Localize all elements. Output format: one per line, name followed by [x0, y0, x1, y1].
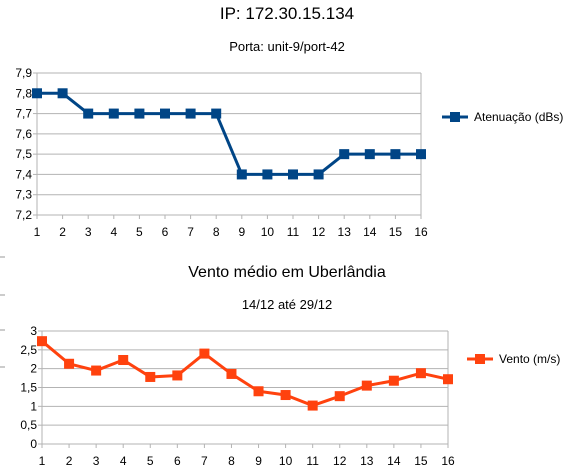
chart2-point — [307, 400, 318, 411]
chart1-legend-marker — [450, 112, 460, 122]
chart2-legend-marker — [475, 354, 485, 364]
chart2-subtitle: 14/12 até 29/12 — [242, 297, 332, 312]
chart1-xtick-label: 3 — [85, 225, 92, 239]
chart1-point — [108, 108, 119, 119]
chart2-point — [415, 368, 426, 379]
chart2-ytick-label: 2,5 — [20, 343, 37, 357]
chart1-ytick-label: 7,6 — [15, 127, 32, 141]
chart2-point — [388, 375, 399, 386]
chart1-series-line — [37, 91, 421, 176]
chart2-xtick-label: 8 — [228, 454, 235, 467]
chart2-point — [37, 336, 47, 347]
chart1-point — [262, 169, 273, 180]
chart1-xtick-label: 7 — [187, 225, 194, 239]
chart2-xtick-label: 7 — [201, 454, 208, 467]
chart2-point — [334, 391, 345, 402]
chart1-ytick-label: 7,9 — [15, 66, 32, 80]
chart2-xtick-label: 4 — [120, 454, 127, 467]
chart1-ytick-label: 7,4 — [15, 167, 32, 181]
chart2-xtick-label: 16 — [441, 454, 455, 467]
chart1-ytick-label: 7,2 — [15, 208, 32, 222]
chart1-legend-label: Atenuação (dBs) — [474, 110, 563, 124]
chart1-xtick-label: 11 — [287, 225, 300, 239]
chart2-xtick-label: 5 — [147, 454, 154, 467]
chart1-point — [211, 108, 222, 119]
chart2-point — [253, 386, 264, 397]
chart1-point — [185, 108, 196, 119]
chart1-xtick-label: 6 — [162, 225, 169, 239]
chart2-xtick-label: 1 — [39, 454, 46, 467]
chart1-xtick-label: 4 — [110, 225, 117, 239]
chart1-xtick-label: 5 — [136, 225, 143, 239]
chart1-xtick-label: 13 — [338, 225, 352, 239]
chart2-xtick-label: 14 — [387, 454, 401, 467]
chart1-xtick-label: 8 — [213, 225, 220, 239]
chart1-point — [364, 149, 375, 160]
chart1-xtick-label: 12 — [312, 225, 326, 239]
chart1-point — [313, 169, 324, 180]
chart2-xtick-label: 2 — [66, 454, 73, 467]
chart1-point — [32, 88, 42, 99]
chart1-point — [288, 169, 298, 180]
chart2-xtick-label: 10 — [279, 454, 293, 467]
chart1-xtick-label: 1 — [34, 225, 41, 239]
chart2-ytick-label: 0 — [30, 437, 37, 451]
chart1-xtick-label: 15 — [389, 225, 403, 239]
chart2-point — [361, 380, 372, 391]
chart2-point — [145, 371, 156, 382]
chart1-ytick-label: 7,8 — [15, 86, 32, 100]
chart2-xtick-label: 15 — [414, 454, 428, 467]
chart1-point — [236, 169, 247, 180]
chart1-point — [416, 149, 426, 160]
chart2-title: Vento médio em Uberlândia — [188, 264, 386, 281]
chart2-ytick-label: 1 — [30, 399, 37, 413]
chart1-ytick-label: 7,7 — [15, 107, 32, 121]
chart2-point — [172, 370, 183, 381]
chart1-point — [134, 108, 145, 119]
chart1-xtick-label: 9 — [238, 225, 245, 239]
chart2-point — [64, 358, 75, 369]
chart2-ytick-label: 1,5 — [20, 381, 37, 395]
chart2-xtick-label: 13 — [360, 454, 374, 467]
chart2-ytick-label: 2 — [30, 362, 37, 376]
chart2-point — [91, 365, 102, 376]
chart1-point — [390, 149, 401, 160]
chart1-point — [83, 108, 94, 119]
chart1-xtick-label: 2 — [59, 225, 66, 239]
chart1-title: Porta: unit-9/port-42 — [229, 39, 345, 54]
chart1-xtick-label: 10 — [261, 225, 275, 239]
chart2-point — [226, 368, 237, 379]
chart2-point — [280, 390, 291, 401]
chart2-xtick-label: 12 — [333, 454, 347, 467]
chart2-xtick-label: 11 — [306, 454, 319, 467]
chart2-series-line — [41, 340, 449, 408]
chart1-point — [160, 108, 170, 119]
chart1-ytick-label: 7,3 — [15, 188, 32, 202]
chart2-ytick-label: 3 — [30, 324, 37, 338]
chart1-point — [339, 149, 350, 160]
chart2-xtick-label: 9 — [255, 454, 262, 467]
page-title: IP: 172.30.15.134 — [219, 4, 355, 23]
chart2-xtick-label: 6 — [174, 454, 181, 467]
chart2-legend-label: Vento (m/s) — [499, 352, 560, 366]
chart2-ytick-label: 0,5 — [20, 418, 37, 432]
chart2-xtick-label: 3 — [93, 454, 100, 467]
chart1-xtick-label: 14 — [363, 225, 377, 239]
chart2-point — [443, 374, 453, 385]
chart1-ytick-label: 7,5 — [15, 147, 32, 161]
chart2-point — [118, 355, 129, 366]
chart2-point — [199, 348, 210, 359]
chart1-xtick-label: 16 — [414, 225, 428, 239]
chart1-point — [57, 88, 68, 99]
